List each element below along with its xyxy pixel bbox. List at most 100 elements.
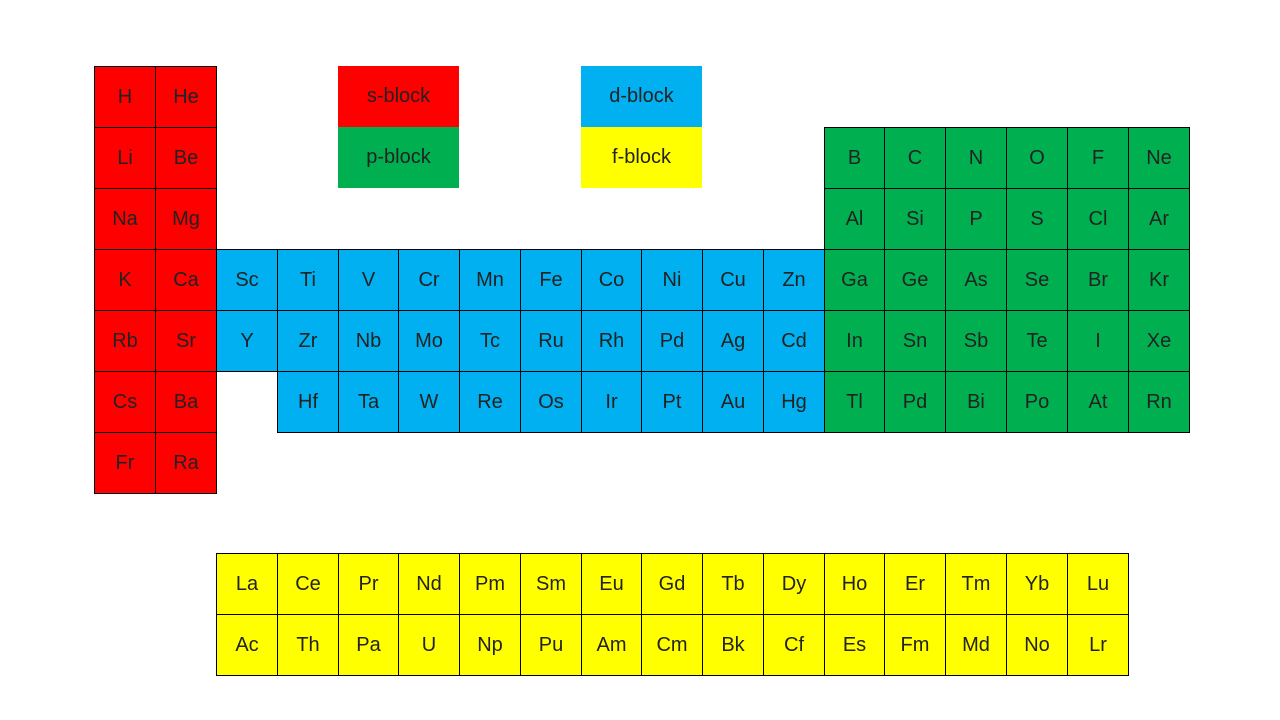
element-cell-yb: Yb [1006, 553, 1068, 615]
element-cell-be: Be [155, 127, 217, 189]
element-cell-ni: Ni [641, 249, 703, 311]
element-cell-as: As [945, 249, 1007, 311]
element-cell-co: Co [581, 249, 642, 311]
element-cell-rn: Rn [1128, 371, 1190, 433]
element-cell-cf: Cf [763, 614, 825, 676]
element-cell-re: Re [459, 371, 521, 433]
element-cell-gd: Gd [641, 553, 703, 615]
element-cell-o: O [1006, 127, 1068, 189]
element-cell-f: F [1067, 127, 1129, 189]
element-cell-i: I [1067, 310, 1129, 372]
element-cell-tl: Tl [824, 371, 885, 433]
element-cell-tb: Tb [702, 553, 764, 615]
element-cell-pt: Pt [641, 371, 703, 433]
element-cell-sc: Sc [216, 249, 278, 311]
element-cell-w: W [398, 371, 460, 433]
element-cell-pd: Pd [641, 310, 703, 372]
element-cell-cm: Cm [641, 614, 703, 676]
element-cell-ag: Ag [702, 310, 764, 372]
element-cell-sm: Sm [520, 553, 582, 615]
element-cell-ne: Ne [1128, 127, 1190, 189]
element-cell-zr: Zr [277, 310, 339, 372]
element-cell-ir: Ir [581, 371, 642, 433]
element-cell-xe: Xe [1128, 310, 1190, 372]
element-cell-te: Te [1006, 310, 1068, 372]
element-cell-mg: Mg [155, 188, 217, 250]
element-cell-au: Au [702, 371, 764, 433]
element-cell-la: La [216, 553, 278, 615]
element-cell-bi: Bi [945, 371, 1007, 433]
element-cell-br: Br [1067, 249, 1129, 311]
element-cell-sn: Sn [884, 310, 946, 372]
element-cell-ta: Ta [338, 371, 399, 433]
element-cell-tm: Tm [945, 553, 1007, 615]
element-cell-no: No [1006, 614, 1068, 676]
element-cell-fe: Fe [520, 249, 582, 311]
element-cell-s: S [1006, 188, 1068, 250]
element-cell-ce: Ce [277, 553, 339, 615]
element-cell-u: U [398, 614, 460, 676]
element-cell-al: Al [824, 188, 885, 250]
element-cell-lr: Lr [1067, 614, 1129, 676]
element-cell-pm: Pm [459, 553, 521, 615]
element-cell-pu: Pu [520, 614, 582, 676]
element-cell-v: V [338, 249, 399, 311]
element-cell-se: Se [1006, 249, 1068, 311]
legend-f-block: f-block [581, 127, 702, 188]
element-cell-b: B [824, 127, 885, 189]
element-cell-nb: Nb [338, 310, 399, 372]
element-cell-si: Si [884, 188, 946, 250]
element-cell-in: In [824, 310, 885, 372]
legend-s-block: s-block [338, 66, 459, 127]
element-cell-th: Th [277, 614, 339, 676]
element-cell-dy: Dy [763, 553, 825, 615]
element-cell-cd: Cd [763, 310, 825, 372]
element-cell-cl: Cl [1067, 188, 1129, 250]
element-cell-sr: Sr [155, 310, 217, 372]
element-cell-eu: Eu [581, 553, 642, 615]
element-cell-hg: Hg [763, 371, 825, 433]
legend-d-block: d-block [581, 66, 702, 127]
element-cell-c: C [884, 127, 946, 189]
element-cell-zn: Zn [763, 249, 825, 311]
element-cell-h: H [94, 66, 156, 128]
element-cell-ho: Ho [824, 553, 885, 615]
element-cell-y: Y [216, 310, 278, 372]
element-cell-pa: Pa [338, 614, 399, 676]
element-cell-li: Li [94, 127, 156, 189]
element-cell-ga: Ga [824, 249, 885, 311]
element-cell-lu: Lu [1067, 553, 1129, 615]
element-cell-cu: Cu [702, 249, 764, 311]
element-cell-na: Na [94, 188, 156, 250]
element-cell-tc: Tc [459, 310, 521, 372]
element-cell-os: Os [520, 371, 582, 433]
element-cell-rh: Rh [581, 310, 642, 372]
element-cell-ti: Ti [277, 249, 339, 311]
element-cell-rb: Rb [94, 310, 156, 372]
element-cell-cr: Cr [398, 249, 460, 311]
element-cell-er: Er [884, 553, 946, 615]
element-cell-fm: Fm [884, 614, 946, 676]
element-cell-mn: Mn [459, 249, 521, 311]
element-cell-bk: Bk [702, 614, 764, 676]
element-cell-he: He [155, 66, 217, 128]
element-cell-nd: Nd [398, 553, 460, 615]
element-cell-md: Md [945, 614, 1007, 676]
element-cell-n: N [945, 127, 1007, 189]
element-cell-hf: Hf [277, 371, 339, 433]
legend-p-block: p-block [338, 127, 459, 188]
element-cell-kr: Kr [1128, 249, 1190, 311]
element-cell-po: Po [1006, 371, 1068, 433]
element-cell-am: Am [581, 614, 642, 676]
element-cell-p: P [945, 188, 1007, 250]
element-cell-cs: Cs [94, 371, 156, 433]
element-cell-pr: Pr [338, 553, 399, 615]
element-cell-ra: Ra [155, 432, 217, 494]
element-cell-ba: Ba [155, 371, 217, 433]
element-cell-at: At [1067, 371, 1129, 433]
element-cell-ru: Ru [520, 310, 582, 372]
element-cell-es: Es [824, 614, 885, 676]
element-cell-ca: Ca [155, 249, 217, 311]
element-cell-ge: Ge [884, 249, 946, 311]
element-cell-sb: Sb [945, 310, 1007, 372]
